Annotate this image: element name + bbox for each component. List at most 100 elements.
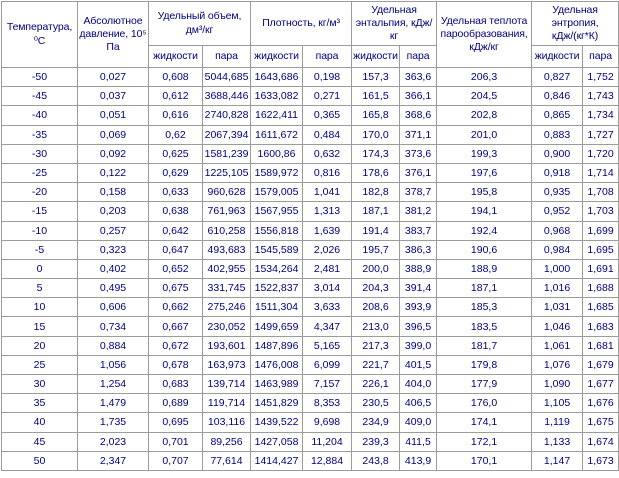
cell-density-liquid: 1476,008 <box>250 354 304 376</box>
cell-enthalpy-vapor: 388,9 <box>399 258 438 280</box>
cell-temperature: 15 <box>1 316 78 337</box>
cell-enthalpy-liquid: 226,1 <box>351 373 401 395</box>
cell-enthalpy-vapor: 366,1 <box>399 86 438 107</box>
cell-temperature: -30 <box>1 143 78 164</box>
cell-density-liquid: 1600,86 <box>250 143 304 164</box>
cell-enthalpy-liquid: 165,8 <box>351 105 401 126</box>
cell-enthalpy-liquid: 239,3 <box>351 431 401 452</box>
cell-density-liquid: 1622,411 <box>250 105 304 126</box>
table-row: 25 1,056 0,678 163,973 1476,008 6,099 221,7 401… <box>1 354 619 376</box>
subheader-volume-liquid: жидкости <box>148 45 203 68</box>
cell-entropy-liquid: 1,031 <box>531 297 584 318</box>
cell-enthalpy-vapor: 409,0 <box>399 412 438 433</box>
cell-entropy-liquid: 1,016 <box>531 278 584 299</box>
cell-pressure: 0,734 <box>77 316 149 337</box>
cell-pressure: 0,037 <box>77 86 149 107</box>
cell-volume-liquid: 0,701 <box>148 431 203 452</box>
cell-temperature: 25 <box>1 354 78 376</box>
header-row-sub: жидкости пара жидкости пара жидкости пар… <box>2 45 619 68</box>
cell-entropy-liquid: 0,984 <box>531 239 584 260</box>
cell-volume-liquid: 0,642 <box>148 220 203 241</box>
cell-volume-liquid: 0,633 <box>148 182 203 203</box>
cell-volume-liquid: 0,683 <box>148 373 203 395</box>
cell-volume-liquid: 0,675 <box>148 278 203 299</box>
cell-density-vapor: 0,632 <box>302 143 353 164</box>
cell-temperature: 0 <box>1 258 78 280</box>
cell-temperature: -10 <box>1 220 78 241</box>
table-row: 5 0,495 0,675 331,745 1522,837 3,014 204,3 391,… <box>1 278 619 299</box>
table-row: 20 0,884 0,672 193,601 1487,896 5,165 217,3 399… <box>1 335 619 356</box>
table-header: Температура, ⁰С Абсолютное давление, 10⁵… <box>1 1 619 68</box>
cell-enthalpy-liquid: 213,0 <box>351 316 401 337</box>
cell-density-liquid: 1643,686 <box>250 66 304 88</box>
cell-enthalpy-vapor: 393,9 <box>399 297 438 318</box>
cell-density-liquid: 1511,304 <box>250 297 304 318</box>
cell-pressure: 0,495 <box>77 278 149 299</box>
table-body: -50 0,027 0,608 5044,685 1643,686 0,198 157,3 3… <box>1 66 619 472</box>
cell-volume-vapor: 77,614 <box>201 450 252 472</box>
cell-density-vapor: 12,884 <box>302 450 353 472</box>
cell-volume-vapor: 119,714 <box>201 393 252 414</box>
cell-entropy-vapor: 1,703 <box>582 201 619 222</box>
cell-enthalpy-liquid: 217,3 <box>351 335 401 356</box>
cell-volume-liquid: 0,667 <box>148 316 203 337</box>
cell-volume-vapor: 2067,394 <box>201 124 252 145</box>
cell-enthalpy-vapor: 413,9 <box>399 450 438 472</box>
cell-enthalpy-liquid: 182,8 <box>351 182 401 203</box>
cell-heat-vaporization: 188,9 <box>436 258 533 280</box>
cell-density-liquid: 1545,589 <box>250 239 304 260</box>
cell-pressure: 0,402 <box>77 258 149 280</box>
cell-entropy-vapor: 1,695 <box>582 239 619 260</box>
cell-heat-vaporization: 199,3 <box>436 143 533 164</box>
cell-temperature: 50 <box>1 450 78 472</box>
cell-entropy-liquid: 0,846 <box>531 86 584 107</box>
cell-volume-vapor: 3688,446 <box>201 86 252 107</box>
cell-density-liquid: 1463,989 <box>250 373 304 395</box>
table-row: 40 1,735 0,695 103,116 1439,522 9,698 234,9 409… <box>1 412 619 433</box>
cell-heat-vaporization: 197,6 <box>436 162 533 184</box>
cell-entropy-liquid: 0,935 <box>531 182 584 203</box>
cell-entropy-vapor: 1,734 <box>582 105 619 126</box>
cell-enthalpy-liquid: 221,7 <box>351 354 401 376</box>
subheader-enthalpy-liquid: жидкости <box>351 45 401 68</box>
cell-volume-vapor: 275,246 <box>201 297 252 318</box>
cell-entropy-liquid: 0,952 <box>531 201 584 222</box>
cell-density-liquid: 1579,005 <box>250 182 304 203</box>
cell-volume-vapor: 230,052 <box>201 316 252 337</box>
cell-temperature: -45 <box>1 86 78 107</box>
cell-entropy-vapor: 1,676 <box>582 393 619 414</box>
col-header-entropy: Удельная энтропия, кДж/(кг*К) <box>531 1 619 46</box>
cell-volume-liquid: 0,672 <box>148 335 203 356</box>
cell-volume-liquid: 0,647 <box>148 239 203 260</box>
cell-entropy-liquid: 1,105 <box>531 393 584 414</box>
cell-enthalpy-vapor: 381,2 <box>399 201 438 222</box>
cell-entropy-liquid: 0,883 <box>531 124 584 145</box>
col-header-specific-volume: Удельный объем, дм³/кг <box>147 1 252 46</box>
cell-entropy-vapor: 1,714 <box>582 162 619 184</box>
cell-enthalpy-vapor: 386,3 <box>399 239 438 260</box>
cell-pressure: 1,254 <box>77 373 149 395</box>
cell-temperature: -40 <box>1 105 78 126</box>
cell-entropy-vapor: 1,720 <box>582 143 619 164</box>
cell-density-vapor: 1,639 <box>302 220 353 241</box>
cell-density-vapor: 3,633 <box>302 297 353 318</box>
cell-pressure: 0,092 <box>77 143 149 164</box>
cell-entropy-liquid: 1,147 <box>531 450 584 472</box>
cell-entropy-liquid: 0,918 <box>531 162 584 184</box>
subheader-volume-vapor: пара <box>201 45 252 68</box>
cell-volume-liquid: 0,695 <box>148 412 203 433</box>
table-row: -40 0,051 0,616 2740,828 1622,411 0,365 165,8 3… <box>1 105 619 126</box>
cell-temperature: 45 <box>1 431 78 452</box>
cell-volume-liquid: 0,652 <box>148 258 203 280</box>
cell-volume-liquid: 0,629 <box>148 162 203 184</box>
cell-density-vapor: 6,099 <box>302 354 353 376</box>
cell-enthalpy-liquid: 178,6 <box>351 162 401 184</box>
col-header-heat-vaporization: Удельная теплота парообразования, кДж/кг <box>436 1 533 68</box>
cell-temperature: 30 <box>1 373 78 395</box>
cell-pressure: 0,069 <box>77 124 149 145</box>
cell-entropy-liquid: 1,133 <box>531 431 584 452</box>
cell-volume-vapor: 5044,685 <box>201 66 252 88</box>
cell-density-vapor: 5,165 <box>302 335 353 356</box>
cell-enthalpy-vapor: 371,1 <box>399 124 438 145</box>
